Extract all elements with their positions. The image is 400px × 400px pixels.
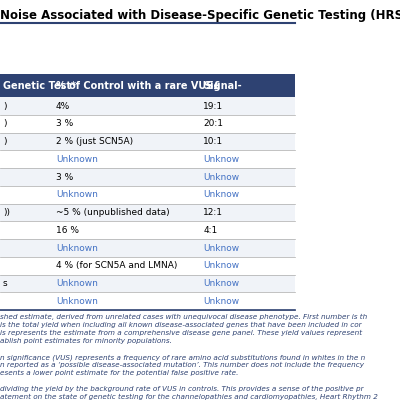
FancyBboxPatch shape [0, 97, 295, 115]
Text: 4 % (for SCN5A and LMNA): 4 % (for SCN5A and LMNA) [56, 261, 177, 270]
Text: Genetic Test*: Genetic Test* [3, 81, 76, 91]
Text: Unknown: Unknown [56, 190, 98, 199]
Text: esents a lower point estimate for the potential false positive rate.: esents a lower point estimate for the po… [0, 370, 238, 376]
FancyBboxPatch shape [0, 133, 295, 150]
Text: % of Control with a rare VUS£: % of Control with a rare VUS£ [56, 81, 220, 91]
Text: 3 %: 3 % [56, 119, 73, 128]
Text: Unknow: Unknow [203, 244, 240, 252]
Text: is the total yield when including all known disease-associated genes that have b: is the total yield when including all kn… [0, 322, 362, 328]
Text: atement on the state of genetic testing for the channelopathies and cardiomyopat: atement on the state of genetic testing … [0, 394, 378, 400]
FancyBboxPatch shape [0, 239, 295, 257]
Text: Unknown: Unknown [56, 279, 98, 288]
Text: s: s [3, 279, 8, 288]
Text: shed estimate, derived from unrelated cases with unequivocal disease phenotype. : shed estimate, derived from unrelated ca… [0, 314, 367, 320]
FancyBboxPatch shape [0, 168, 295, 186]
Text: Signal-: Signal- [203, 81, 242, 91]
Text: 4:1: 4:1 [203, 226, 218, 235]
Text: ~5 % (unpublished data): ~5 % (unpublished data) [56, 208, 170, 217]
Text: 10:1: 10:1 [203, 137, 224, 146]
Text: 3 %: 3 % [56, 172, 73, 182]
Text: 20:1: 20:1 [203, 119, 223, 128]
FancyBboxPatch shape [0, 275, 295, 292]
Text: 12:1: 12:1 [203, 208, 223, 217]
Text: Noise Associated with Disease-Specific Genetic Testing (HRS/E: Noise Associated with Disease-Specific G… [0, 9, 400, 22]
Text: )): )) [3, 208, 10, 217]
FancyBboxPatch shape [0, 222, 295, 239]
Text: Unknown: Unknown [56, 244, 98, 252]
FancyBboxPatch shape [0, 204, 295, 222]
Text: 2 % (just SCN5A): 2 % (just SCN5A) [56, 137, 133, 146]
FancyBboxPatch shape [0, 257, 295, 275]
Text: 4%: 4% [56, 102, 70, 110]
Text: Unknow: Unknow [203, 155, 240, 164]
Text: Unknow: Unknow [203, 297, 240, 306]
FancyBboxPatch shape [0, 74, 295, 97]
Text: ): ) [3, 119, 6, 128]
Text: ablish point estimates for minority populations.: ablish point estimates for minority popu… [0, 338, 172, 344]
Text: ): ) [3, 102, 6, 110]
FancyBboxPatch shape [0, 150, 295, 168]
Text: Unknow: Unknow [203, 172, 240, 182]
Text: Unknown: Unknown [56, 297, 98, 306]
Text: Unknown: Unknown [56, 155, 98, 164]
Text: 19:1: 19:1 [203, 102, 224, 110]
Text: Unknow: Unknow [203, 190, 240, 199]
FancyBboxPatch shape [0, 186, 295, 204]
Text: Unknow: Unknow [203, 261, 240, 270]
Text: dividing the yield by the background rate of VUS in controls. This provides a se: dividing the yield by the background rat… [0, 386, 364, 392]
Text: is represents the estimate from a comprehensive disease gene panel. These yield : is represents the estimate from a compre… [0, 330, 362, 336]
Text: 16 %: 16 % [56, 226, 79, 235]
Text: n significance (VUS) represents a frequency of rare amino acid substitutions fou: n significance (VUS) represents a freque… [0, 354, 365, 360]
Text: n reported as a ‘possible disease-associated mutation’. This number does not inc: n reported as a ‘possible disease-associ… [0, 362, 364, 368]
FancyBboxPatch shape [0, 115, 295, 133]
Text: ): ) [3, 137, 6, 146]
Text: Unknow: Unknow [203, 279, 240, 288]
FancyBboxPatch shape [0, 292, 295, 310]
